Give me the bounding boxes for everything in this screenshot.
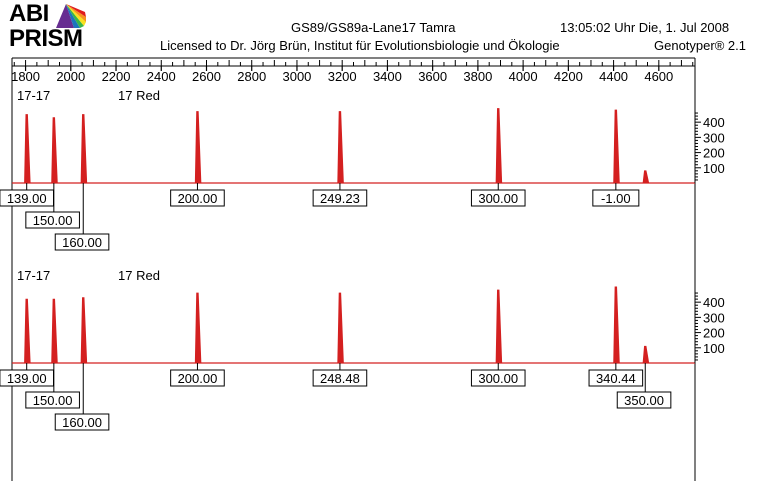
x-tick-label: 4600	[644, 69, 673, 84]
panel-label: 17-17	[17, 88, 50, 103]
y-tick-label: 200	[703, 326, 725, 341]
peak	[51, 298, 58, 364]
software-version: Genotyper® 2.1	[654, 38, 746, 53]
peak-label: 300.00	[478, 371, 518, 386]
peak	[24, 114, 31, 184]
run-name: GS89/GS89a-Lane17 Tamra	[291, 20, 456, 35]
peak	[642, 345, 650, 364]
peak-label: 139.00	[7, 191, 47, 206]
x-tick-label: 2200	[102, 69, 131, 84]
peak-label: 248.48	[320, 371, 360, 386]
prism-rainbow-icon	[56, 4, 86, 28]
peak	[337, 111, 344, 184]
peak-label: 200.00	[178, 191, 218, 206]
peak	[642, 170, 650, 184]
license-text: Licensed to Dr. Jörg Brün, Institut für …	[160, 38, 560, 53]
peak-label-box	[592, 189, 640, 207]
peak-label-box	[25, 391, 80, 409]
y-tick-label: 400	[703, 295, 725, 310]
y-tick-label: 200	[703, 146, 725, 161]
x-tick-label: 3600	[418, 69, 447, 84]
x-tick-label: 2600	[192, 69, 221, 84]
peak-label-box	[616, 391, 672, 409]
peak-label-box	[470, 189, 526, 207]
peak-label: 150.00	[33, 213, 73, 228]
x-tick-label: 4000	[509, 69, 538, 84]
peak	[613, 286, 620, 364]
x-tick-label: 3200	[328, 69, 357, 84]
y-tick-label: 300	[703, 310, 725, 325]
peak	[194, 292, 202, 364]
x-tick-label: 4400	[599, 69, 628, 84]
peak	[495, 289, 503, 364]
x-tick-label: 4200	[554, 69, 583, 84]
x-tick-label: 2000	[56, 69, 85, 84]
y-tick-label: 300	[703, 130, 725, 145]
peak-label-box	[25, 211, 80, 229]
x-tick-label: 3400	[373, 69, 402, 84]
peak-label: 340.44	[596, 371, 636, 386]
x-tick-label: 2400	[147, 69, 176, 84]
dye-label: 17 Red	[118, 268, 160, 283]
peak-label-box	[312, 369, 368, 387]
peak	[194, 111, 202, 184]
peak	[495, 108, 503, 184]
peak-label: 160.00	[62, 415, 102, 430]
peak	[337, 292, 344, 364]
y-tick-label: 400	[703, 115, 725, 130]
peak	[80, 297, 88, 364]
peak	[613, 109, 620, 184]
abi-prism-logo: ABI PRISM	[8, 2, 92, 54]
logo-prism-text: PRISM	[9, 25, 83, 52]
peak-label-box	[588, 369, 644, 387]
peak-label: -1.00	[601, 191, 631, 206]
y-tick-label: 100	[703, 161, 725, 176]
y-tick-label: 100	[703, 341, 725, 356]
run-timestamp: 13:05:02 Uhr Die, 1. Jul 2008	[560, 20, 730, 35]
peak	[51, 117, 58, 184]
peak-label: 200.00	[178, 371, 218, 386]
peak-label: 350.00	[624, 393, 664, 408]
peak-label: 150.00	[33, 393, 73, 408]
peak-label-box	[170, 369, 225, 387]
x-tick-label: 3800	[463, 69, 492, 84]
peak	[80, 114, 88, 184]
panel-label: 17-17	[17, 268, 50, 283]
peak-label: 160.00	[62, 235, 102, 250]
peak-label-box	[170, 189, 225, 207]
peak-label: 249.23	[320, 191, 360, 206]
x-tick-label: 2800	[237, 69, 266, 84]
peak-label-box	[54, 413, 110, 431]
peak-label-box	[470, 369, 526, 387]
logo-abi-text: ABI	[9, 0, 49, 27]
peak-label: 139.00	[7, 371, 47, 386]
x-tick-label: 3000	[282, 69, 311, 84]
peak-label-box	[312, 189, 368, 207]
peak-label-box	[54, 233, 110, 251]
peak-label: 300.00	[478, 191, 518, 206]
peak	[24, 298, 31, 364]
x-tick-label: 1800	[11, 69, 40, 84]
dye-label: 17 Red	[118, 88, 160, 103]
